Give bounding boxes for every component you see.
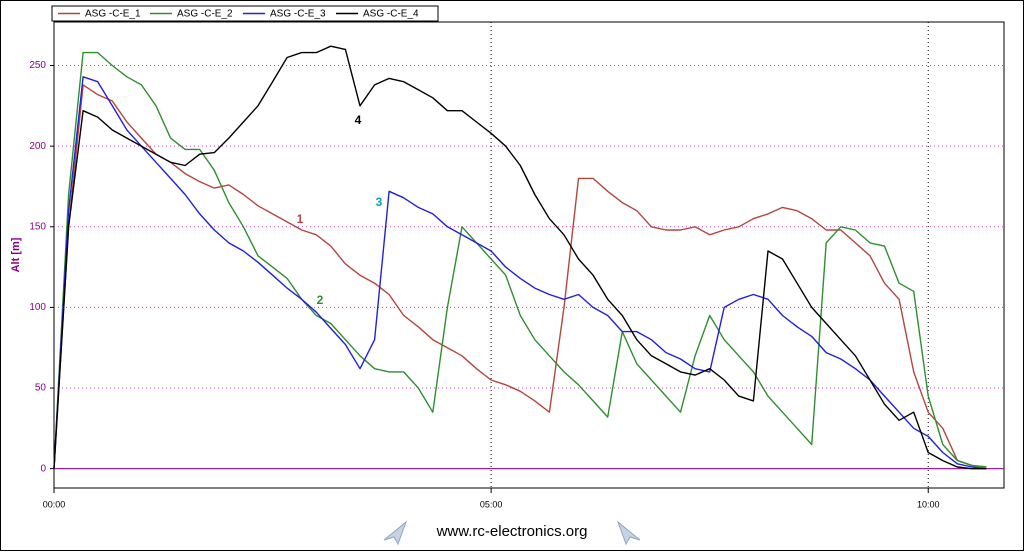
series-line [53,84,987,469]
plot-frame [53,21,1005,489]
series-line [53,45,987,470]
y-tick-label: 200 [29,141,46,152]
legend-label: ASG -C-E_3 [270,9,326,20]
legend: ASG -C-E_1 ASG -C-E_2 ASG -C-E_3 ASG -C-E_4 [58,9,419,20]
legend-label: ASG -C-E_4 [363,9,419,20]
lines [53,45,987,470]
plane-icon [616,520,641,546]
legend-label: ASG -C-E_1 [85,9,141,20]
y-tick-label: 50 [35,383,47,394]
series-line [53,51,987,469]
annotation: 2 [317,293,324,307]
y-tick-label: 0 [40,463,46,474]
x-tick-label: 05:00 [480,499,503,509]
annotation: 1 [297,212,304,226]
y-tick-label: 150 [29,221,46,232]
annotation: 4 [355,113,362,127]
x-tick-label: 10:00 [917,499,940,509]
x-tick-label: 00:00 [43,499,66,509]
footer: www.rc-electronics.org [383,520,641,546]
plane-icon [383,520,408,546]
footer-text: www.rc-electronics.org [436,523,588,540]
legend-label: ASG -C-E_2 [177,9,233,20]
annotation: 3 [376,195,383,209]
y-tick-label: 250 [29,60,46,71]
y-axis-label: Alt [m] [10,237,22,272]
labels: 0 50 100 150 200 250 00:00 05:00 10:00 1 2 3 4 [29,60,939,509]
y-tick-label: 100 [29,302,46,313]
series-line [53,76,987,470]
